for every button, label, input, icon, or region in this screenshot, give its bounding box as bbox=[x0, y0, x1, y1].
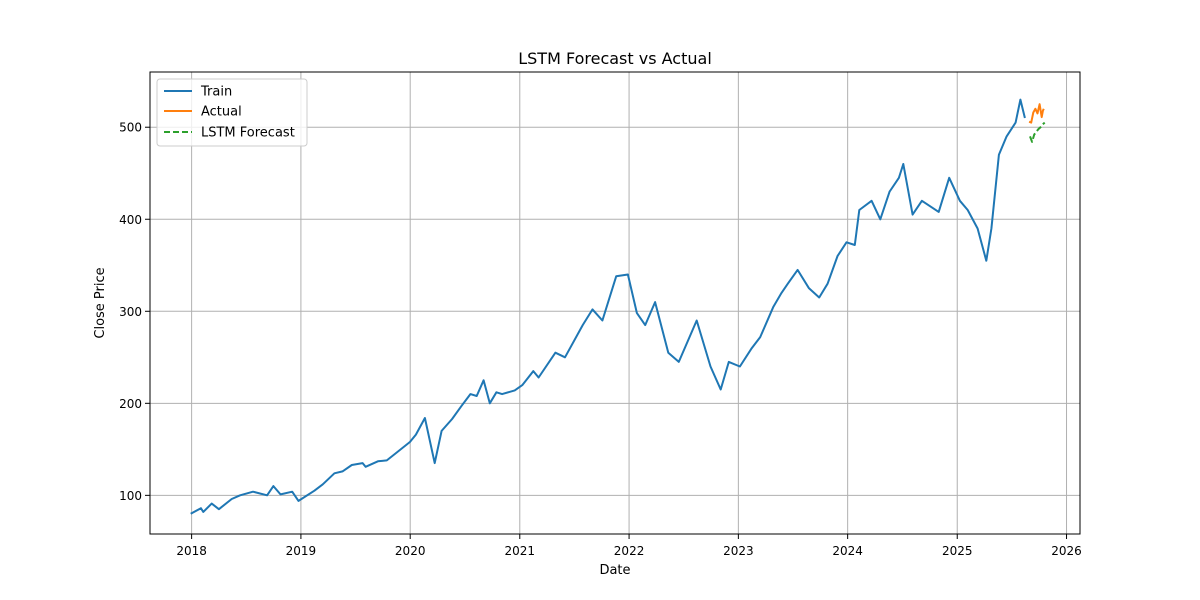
x-tick-label: 2026 bbox=[1051, 544, 1082, 558]
series-line-lstm-forecast bbox=[1029, 121, 1046, 143]
legend: Train Actual LSTM Forecast bbox=[156, 78, 308, 147]
y-axis: 100 200 300 400 500 bbox=[119, 121, 150, 503]
legend-label-train: Train bbox=[200, 85, 232, 100]
legend-label-lstm-forecast: LSTM Forecast bbox=[201, 126, 295, 141]
series-line-actual bbox=[1028, 103, 1045, 124]
grid-lines bbox=[150, 72, 1080, 534]
series-line-train bbox=[190, 98, 1026, 515]
x-tick-label: 2023 bbox=[723, 544, 754, 558]
y-tick-label: 200 bbox=[119, 397, 142, 411]
x-tick-label: 2021 bbox=[505, 544, 536, 558]
y-tick-label: 100 bbox=[119, 489, 142, 503]
x-tick-label: 2020 bbox=[395, 544, 426, 558]
x-tick-label: 2024 bbox=[832, 544, 863, 558]
x-tick-label: 2025 bbox=[942, 544, 973, 558]
legend-label-actual: Actual bbox=[201, 105, 242, 120]
x-tick-label: 2019 bbox=[286, 544, 317, 558]
x-tick-label: 2022 bbox=[614, 544, 645, 558]
y-tick-label: 400 bbox=[119, 213, 142, 227]
y-tick-label: 500 bbox=[119, 121, 142, 135]
series-layer bbox=[190, 98, 1046, 515]
chart-title: LSTM Forecast vs Actual bbox=[518, 49, 712, 68]
plot-frame bbox=[149, 71, 1081, 535]
x-tick-label: 2018 bbox=[176, 544, 207, 558]
x-axis: 2018 2019 2020 2021 2022 2023 2024 2025 2026 bbox=[176, 534, 1082, 558]
y-tick-label: 300 bbox=[119, 305, 142, 319]
y-axis-label: Close Price bbox=[93, 267, 108, 338]
x-axis-label: Date bbox=[599, 563, 630, 578]
legend-box bbox=[156, 78, 308, 147]
